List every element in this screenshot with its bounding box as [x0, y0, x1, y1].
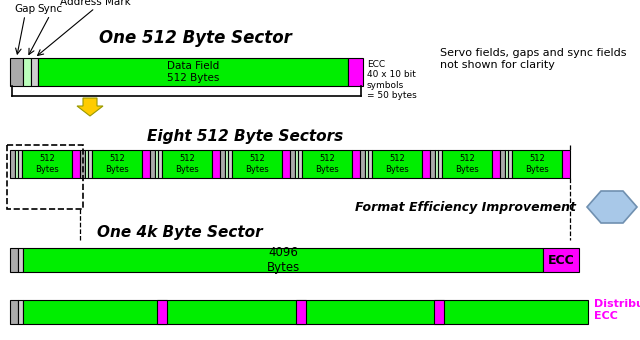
- Text: ECC
40 x 10 bit
symbols
= 50 bytes: ECC 40 x 10 bit symbols = 50 bytes: [367, 60, 417, 100]
- Bar: [352, 150, 360, 178]
- Bar: [232, 150, 282, 178]
- Bar: [150, 150, 155, 178]
- Text: ECC: ECC: [548, 254, 574, 267]
- Text: 512
Bytes: 512 Bytes: [455, 154, 479, 174]
- Bar: [368, 150, 372, 178]
- Bar: [442, 150, 492, 178]
- Bar: [15, 150, 18, 178]
- Text: Servo fields, gaps and sync fields
not shown for clarity: Servo fields, gaps and sync fields not s…: [440, 48, 627, 70]
- Bar: [18, 248, 23, 272]
- Text: Format Efficiency Improvement: Format Efficiency Improvement: [355, 201, 576, 214]
- Text: 512
Bytes: 512 Bytes: [35, 154, 59, 174]
- Bar: [430, 150, 435, 178]
- Bar: [298, 150, 302, 178]
- Bar: [162, 150, 212, 178]
- Bar: [22, 150, 72, 178]
- Bar: [505, 150, 508, 178]
- Text: 512
Bytes: 512 Bytes: [385, 154, 409, 174]
- Text: One 4k Byte Sector: One 4k Byte Sector: [97, 225, 263, 240]
- Bar: [365, 150, 368, 178]
- Bar: [38, 58, 348, 86]
- Bar: [512, 150, 562, 178]
- Text: 512
Bytes: 512 Bytes: [315, 154, 339, 174]
- Bar: [23, 58, 31, 86]
- Bar: [10, 58, 23, 86]
- Bar: [92, 150, 142, 178]
- Polygon shape: [77, 98, 103, 116]
- Bar: [10, 300, 18, 324]
- Bar: [7, 145, 83, 209]
- Text: 512
Bytes: 512 Bytes: [245, 154, 269, 174]
- Text: 4096
Bytes: 4096 Bytes: [266, 246, 300, 274]
- Bar: [31, 58, 38, 86]
- Bar: [302, 150, 352, 178]
- Text: Gap: Gap: [15, 4, 36, 14]
- Bar: [562, 150, 570, 178]
- Bar: [212, 150, 220, 178]
- Text: One 512 Byte Sector: One 512 Byte Sector: [99, 29, 291, 47]
- Bar: [88, 150, 92, 178]
- Bar: [500, 150, 505, 178]
- Bar: [155, 150, 158, 178]
- Bar: [18, 150, 22, 178]
- Text: Eight 512 Byte Sectors: Eight 512 Byte Sectors: [147, 129, 343, 143]
- Bar: [80, 150, 85, 178]
- Bar: [435, 150, 438, 178]
- Bar: [295, 150, 298, 178]
- Bar: [23, 248, 543, 272]
- Bar: [10, 150, 15, 178]
- Text: Distributed
ECC: Distributed ECC: [594, 299, 640, 321]
- Text: Data Field
512 Bytes: Data Field 512 Bytes: [167, 61, 219, 83]
- Bar: [438, 150, 442, 178]
- Bar: [142, 150, 150, 178]
- Text: 512
Bytes: 512 Bytes: [525, 154, 549, 174]
- Bar: [225, 150, 228, 178]
- Bar: [435, 300, 444, 324]
- Bar: [72, 150, 80, 178]
- Bar: [296, 300, 306, 324]
- Text: Address Mark: Address Mark: [60, 0, 131, 7]
- Bar: [18, 300, 23, 324]
- Polygon shape: [587, 191, 637, 223]
- Bar: [10, 248, 18, 272]
- Bar: [360, 150, 365, 178]
- Bar: [228, 150, 232, 178]
- Bar: [543, 248, 579, 272]
- Bar: [220, 150, 225, 178]
- Bar: [290, 150, 295, 178]
- Bar: [422, 150, 430, 178]
- Bar: [508, 150, 512, 178]
- Bar: [23, 300, 588, 324]
- Text: 512
Bytes: 512 Bytes: [105, 154, 129, 174]
- Bar: [158, 150, 162, 178]
- Bar: [492, 150, 500, 178]
- Text: 512
Bytes: 512 Bytes: [175, 154, 199, 174]
- Text: Sync: Sync: [37, 4, 63, 14]
- Bar: [348, 58, 363, 86]
- Bar: [372, 150, 422, 178]
- Bar: [282, 150, 290, 178]
- Bar: [157, 300, 168, 324]
- Bar: [85, 150, 88, 178]
